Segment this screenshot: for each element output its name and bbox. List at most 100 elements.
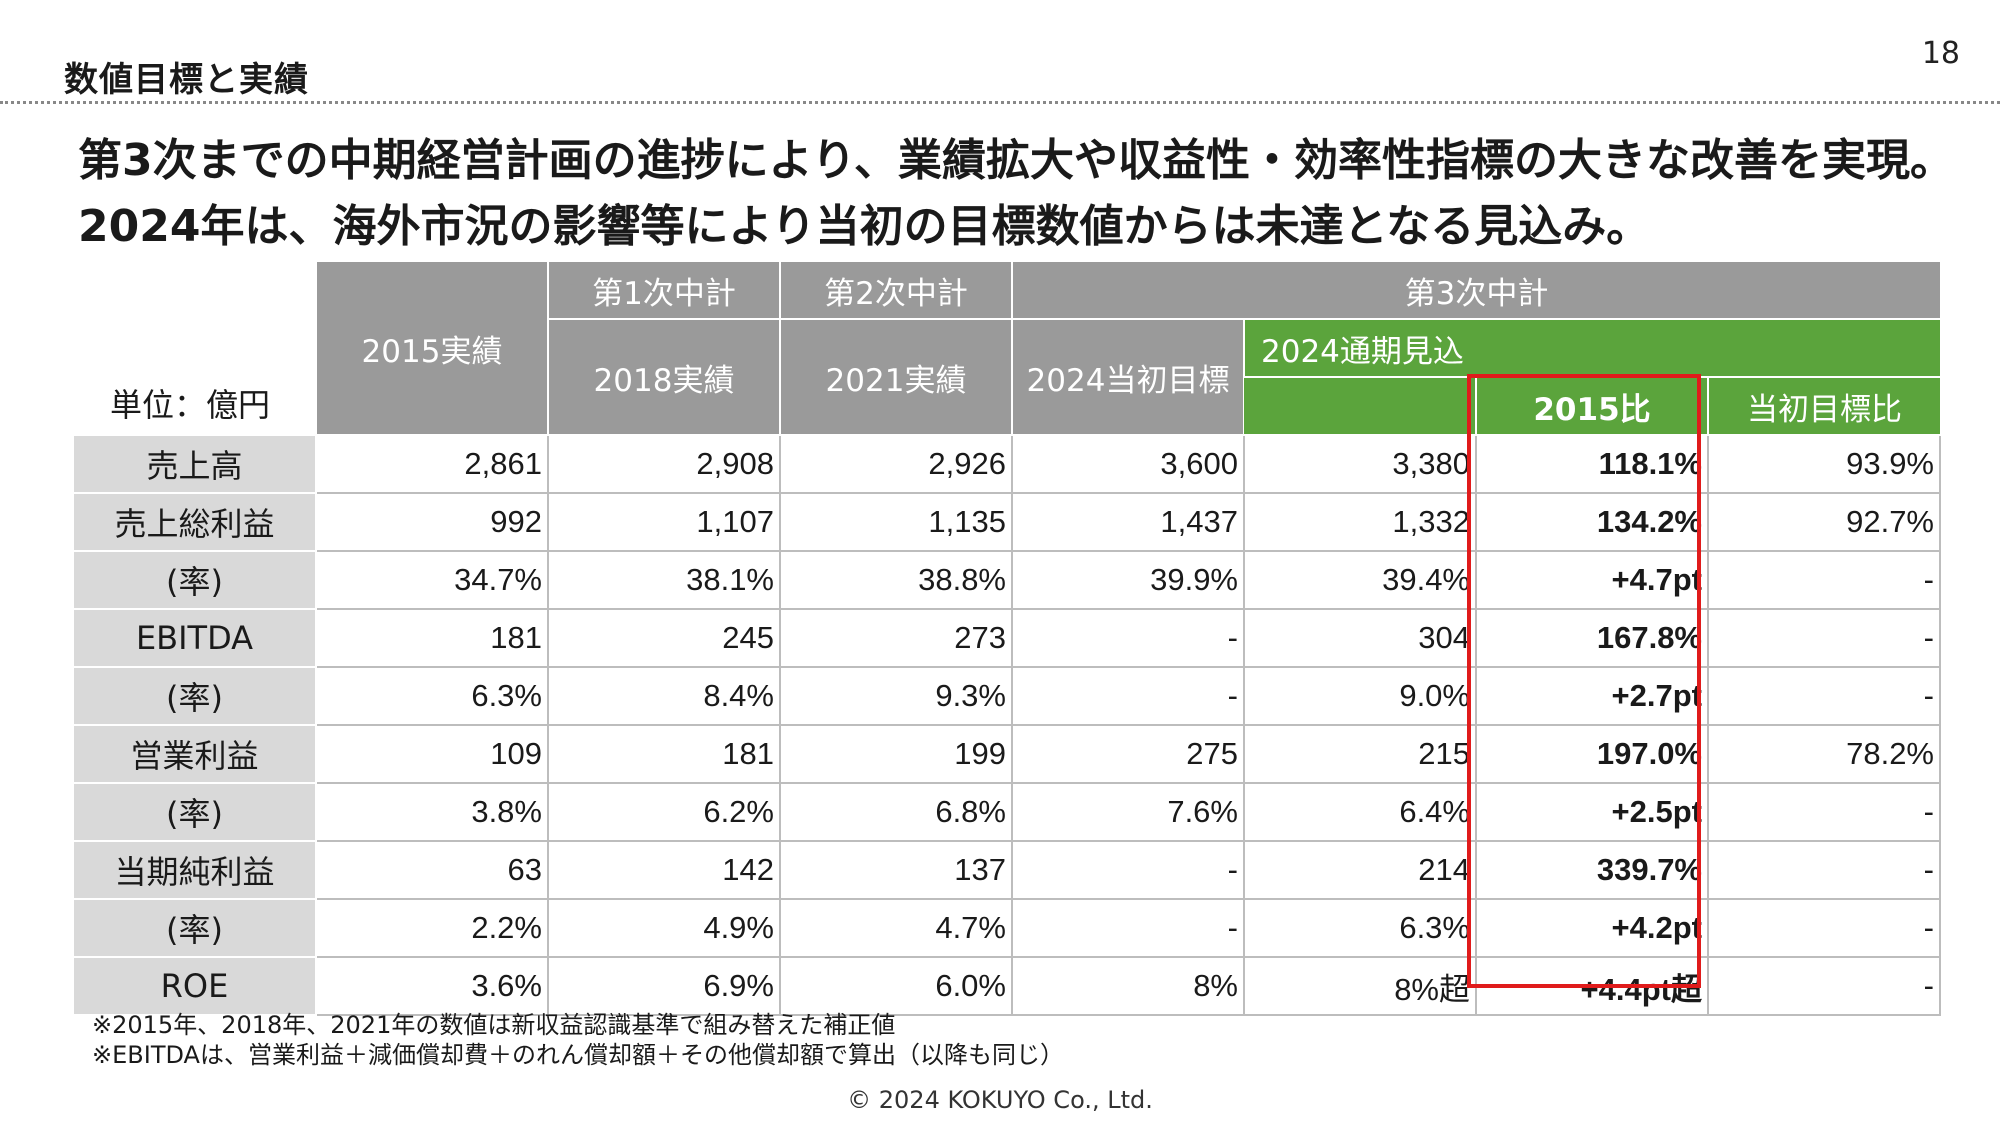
cell-2024-forecast: 9.0% bbox=[1243, 666, 1477, 726]
cell-2015-actual: 6.3% bbox=[315, 666, 549, 726]
cell-2018-actual: 6.9% bbox=[547, 956, 781, 1016]
header-forecast-spacer bbox=[1244, 377, 1476, 436]
cell-2018-actual: 4.9% bbox=[547, 898, 781, 958]
copyright: © 2024 KOKUYO Co., Ltd. bbox=[847, 1086, 1153, 1114]
cell-vs-target: - bbox=[1707, 608, 1941, 668]
cell-2024-target: 3,600 bbox=[1011, 434, 1245, 494]
row-label: (率) bbox=[72, 782, 317, 842]
row-label: (率) bbox=[72, 898, 317, 958]
footnote: ※2015年、2018年、2021年の数値は新収益認識基準で組み替えた補正値 bbox=[92, 1011, 896, 1039]
row-label: (率) bbox=[72, 550, 317, 610]
dotted-divider bbox=[0, 101, 2000, 104]
cell-2018-actual: 181 bbox=[547, 724, 781, 784]
cell-vs-target: - bbox=[1707, 666, 1941, 726]
cell-2021-actual: 38.8% bbox=[779, 550, 1013, 610]
header-vs-target: 当初目標比 bbox=[1707, 377, 1940, 436]
cell-2024-target: - bbox=[1011, 666, 1245, 726]
table-row: (率) 34.7% 38.1% 38.8% 39.9% 39.4% +4.7pt - bbox=[72, 550, 1941, 610]
header-plan3: 第3次中計 bbox=[1011, 262, 1940, 320]
cell-2021-actual: 6.0% bbox=[779, 956, 1013, 1016]
cell-2018-actual: 8.4% bbox=[547, 666, 781, 726]
cell-2024-target: 1,437 bbox=[1011, 492, 1245, 552]
header-2018-actual: 2018実績 bbox=[547, 319, 780, 436]
cell-vs-target: 92.7% bbox=[1707, 492, 1941, 552]
cell-2015-actual: 63 bbox=[315, 840, 549, 900]
cell-vs-2015: 339.7% bbox=[1475, 840, 1709, 900]
cell-vs-target: - bbox=[1707, 840, 1941, 900]
cell-2024-forecast: 6.3% bbox=[1243, 898, 1477, 958]
row-label: 当期純利益 bbox=[72, 840, 317, 900]
header-2015-actual: 2015実績 bbox=[315, 262, 548, 436]
cell-2018-actual: 245 bbox=[547, 608, 781, 668]
table-row: 売上総利益 992 1,107 1,135 1,437 1,332 134.2% 92.7% bbox=[72, 492, 1941, 552]
cell-vs-2015: 167.8% bbox=[1475, 608, 1709, 668]
cell-2024-forecast: 214 bbox=[1243, 840, 1477, 900]
cell-2015-actual: 992 bbox=[315, 492, 549, 552]
row-label: EBITDA bbox=[72, 608, 317, 668]
cell-vs-2015: +2.5pt bbox=[1475, 782, 1709, 842]
cell-2015-actual: 2.2% bbox=[315, 898, 549, 958]
financial-targets-table: 2015実績 第1次中計 第2次中計 第3次中計 2018実績 2021実績 2… bbox=[72, 262, 1941, 1016]
table-row: 当期純利益 63 142 137-214 339.7% - bbox=[72, 840, 1941, 900]
cell-2024-forecast: 6.4% bbox=[1243, 782, 1477, 842]
cell-2024-target: 275 bbox=[1011, 724, 1245, 784]
cell-2024-forecast: 1,332 bbox=[1243, 492, 1477, 552]
cell-vs-target: - bbox=[1707, 898, 1941, 958]
table-row: ROE 3.6% 6.9% 6.0% 8% 8%超 +4.4pt超 - bbox=[72, 956, 1941, 1016]
cell-vs-target: - bbox=[1707, 550, 1941, 610]
cell-2015-actual: 3.8% bbox=[315, 782, 549, 842]
cell-2018-actual: 2,908 bbox=[547, 434, 781, 494]
cell-2018-actual: 1,107 bbox=[547, 492, 781, 552]
cell-2015-actual: 109 bbox=[315, 724, 549, 784]
row-label: 売上総利益 bbox=[72, 492, 317, 552]
cell-2024-target: - bbox=[1011, 840, 1245, 900]
cell-vs-target: - bbox=[1707, 782, 1941, 842]
header-plan2: 第2次中計 bbox=[779, 262, 1012, 320]
cell-2024-forecast: 39.4% bbox=[1243, 550, 1477, 610]
table-row: (率) 2.2% 4.9% 4.7% -6.3% +4.2pt - bbox=[72, 898, 1941, 958]
page-number: 18 bbox=[1921, 36, 1960, 71]
cell-2021-actual: 199 bbox=[779, 724, 1013, 784]
cell-2015-actual: 2,861 bbox=[315, 434, 549, 494]
row-label: 営業利益 bbox=[72, 724, 317, 784]
cell-2024-forecast: 304 bbox=[1243, 608, 1477, 668]
row-label: ROE bbox=[72, 956, 317, 1016]
table-row: 売上高 2,861 2,908 2,926 3,600 3,380 118.1% 93.9% bbox=[72, 434, 1941, 494]
cell-2018-actual: 142 bbox=[547, 840, 781, 900]
header-2021-actual: 2021実績 bbox=[779, 319, 1012, 436]
cell-vs-2015: 118.1% bbox=[1475, 434, 1709, 494]
cell-2021-actual: 137 bbox=[779, 840, 1013, 900]
cell-2021-actual: 273 bbox=[779, 608, 1013, 668]
cell-2015-actual: 34.7% bbox=[315, 550, 549, 610]
row-label: (率) bbox=[72, 666, 317, 726]
cell-2021-actual: 9.3% bbox=[779, 666, 1013, 726]
cell-vs-2015: +4.7pt bbox=[1475, 550, 1709, 610]
cell-2024-forecast: 3,380 bbox=[1243, 434, 1477, 494]
unit-label: 単位：億円 bbox=[110, 386, 271, 424]
cell-vs-2015: 134.2% bbox=[1475, 492, 1709, 552]
cell-2024-forecast: 215 bbox=[1243, 724, 1477, 784]
header-2024-target: 2024当初目標 bbox=[1011, 319, 1244, 436]
cell-2021-actual: 2,926 bbox=[779, 434, 1013, 494]
cell-2018-actual: 38.1% bbox=[547, 550, 781, 610]
row-label: 売上高 bbox=[72, 434, 317, 494]
table-row: EBITDA 181 245 273-304 167.8% - bbox=[72, 608, 1941, 668]
footnotes: ※2015年、2018年、2021年の数値は新収益認識基準で組み替えた補正値 ※… bbox=[92, 1010, 1064, 1070]
footnote: ※EBITDAは、営業利益＋減価償却費＋のれん償却額＋その他償却額で算出（以降も… bbox=[92, 1041, 1064, 1069]
cell-vs-target: 78.2% bbox=[1707, 724, 1941, 784]
cell-2024-target: 8% bbox=[1011, 956, 1245, 1016]
table-row: (率) 6.3% 8.4% 9.3% -9.0% +2.7pt - bbox=[72, 666, 1941, 726]
cell-vs-target: - bbox=[1707, 956, 1941, 1016]
table-row: (率) 3.8% 6.2% 6.8% 7.6% 6.4% +2.5pt - bbox=[72, 782, 1941, 842]
cell-2018-actual: 6.2% bbox=[547, 782, 781, 842]
cell-vs-target: 93.9% bbox=[1707, 434, 1941, 494]
cell-vs-2015: +4.2pt bbox=[1475, 898, 1709, 958]
headline: 第3次までの中期経営計画の進捗により、業績拡大や収益性・効率性指標の大きな改善を… bbox=[78, 135, 1954, 252]
cell-2021-actual: 6.8% bbox=[779, 782, 1013, 842]
cell-2024-target: 39.9% bbox=[1011, 550, 1245, 610]
cell-2021-actual: 1,135 bbox=[779, 492, 1013, 552]
header-vs-2015: 2015比 bbox=[1475, 377, 1708, 436]
cell-vs-2015: +4.4pt超 bbox=[1475, 956, 1709, 1016]
cell-vs-2015: 197.0% bbox=[1475, 724, 1709, 784]
cell-2015-actual: 3.6% bbox=[315, 956, 549, 1016]
